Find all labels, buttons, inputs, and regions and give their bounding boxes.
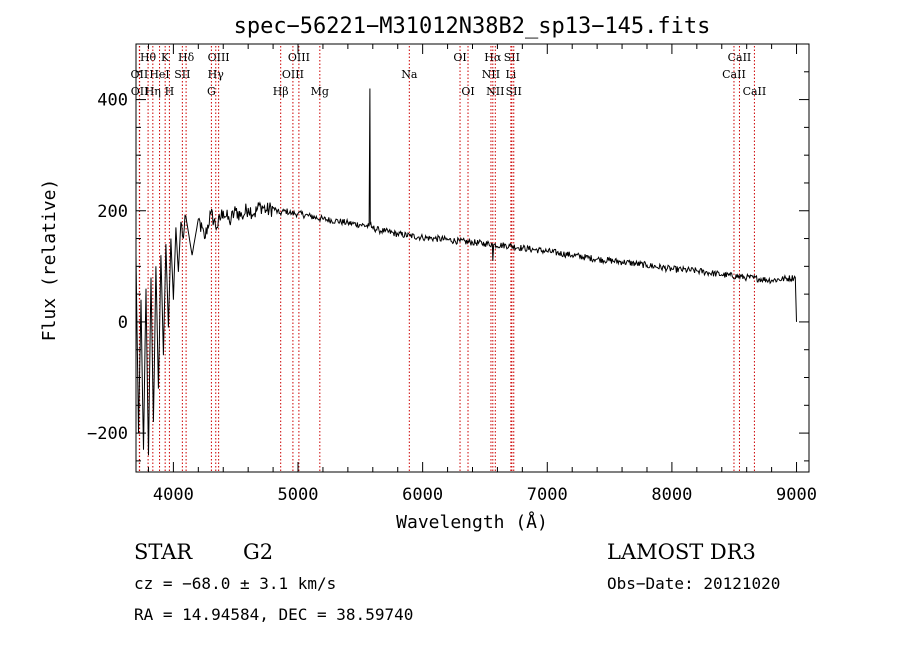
y-tick-label: 0 bbox=[118, 313, 128, 333]
line-label-25: NII bbox=[486, 85, 504, 98]
line-label-18: OII bbox=[131, 85, 149, 98]
x-axis-label: Wavelength (Å) bbox=[396, 511, 548, 533]
observation-date: Obs−Date: 20121020 bbox=[607, 574, 780, 593]
line-label-0: Hθ bbox=[140, 51, 157, 64]
line-label-24: OI bbox=[461, 85, 474, 98]
object-subclass: G2 bbox=[243, 540, 273, 564]
line-label-8: CaII bbox=[728, 51, 752, 64]
axis-ticks bbox=[136, 43, 809, 472]
line-label-12: Hγ bbox=[208, 68, 225, 81]
line-label-14: Na bbox=[401, 68, 418, 81]
x-tick-label: 5000 bbox=[278, 485, 319, 505]
line-label-15: NII bbox=[482, 68, 500, 81]
line-label-4: OIII bbox=[288, 51, 310, 64]
line-label-1: K bbox=[161, 51, 170, 64]
x-tick-label: 4000 bbox=[153, 485, 194, 505]
line-label-13: OIII bbox=[282, 68, 304, 81]
line-label-19: Hη bbox=[145, 85, 161, 98]
line-label-22: Hβ bbox=[273, 85, 289, 98]
spectrum-series bbox=[135, 88, 797, 456]
axis-tick-labels: 4000 5000 6000 7000 8000 9000 −200 0 200 400 bbox=[87, 91, 817, 505]
line-label-27: CaII bbox=[743, 85, 767, 98]
plot-frame bbox=[135, 43, 810, 473]
y-axis-label: Flux (relative) bbox=[39, 179, 60, 342]
line-label-21: G bbox=[207, 85, 216, 98]
line-label-7: SII bbox=[504, 51, 520, 64]
y-tick-label: 200 bbox=[97, 202, 128, 222]
line-label-5: OI bbox=[453, 51, 466, 64]
chart-title: spec−56221−M31012N38B2_sp13−145.fits bbox=[234, 14, 711, 39]
y-tick-label: 400 bbox=[97, 91, 128, 111]
x-tick-label: 7000 bbox=[527, 485, 568, 505]
y-tick-label: −200 bbox=[87, 424, 128, 444]
line-label-26: SII bbox=[506, 85, 522, 98]
object-class: STAR bbox=[134, 540, 193, 564]
line-label-11: SII bbox=[174, 68, 190, 81]
spectrum-line bbox=[135, 88, 797, 456]
x-tick-label: 8000 bbox=[651, 485, 692, 505]
x-tick-label: 6000 bbox=[402, 485, 443, 505]
line-label-3: OIII bbox=[208, 51, 230, 64]
ra-dec: RA = 14.94584, DEC = 38.59740 bbox=[134, 605, 413, 624]
survey-name: LAMOST DR3 bbox=[607, 540, 756, 564]
line-label-6: Hα bbox=[484, 51, 502, 64]
line-label-17: CaII bbox=[722, 68, 746, 81]
line-label-20: H bbox=[165, 85, 175, 98]
line-label-10: HeI bbox=[149, 68, 169, 81]
line-label-16: Li bbox=[505, 68, 516, 81]
line-label-23: Mg bbox=[311, 85, 329, 98]
redshift-cz: cz = −68.0 ± 3.1 km/s bbox=[134, 574, 336, 593]
line-label-2: Hδ bbox=[178, 51, 195, 64]
x-tick-label: 9000 bbox=[776, 485, 817, 505]
